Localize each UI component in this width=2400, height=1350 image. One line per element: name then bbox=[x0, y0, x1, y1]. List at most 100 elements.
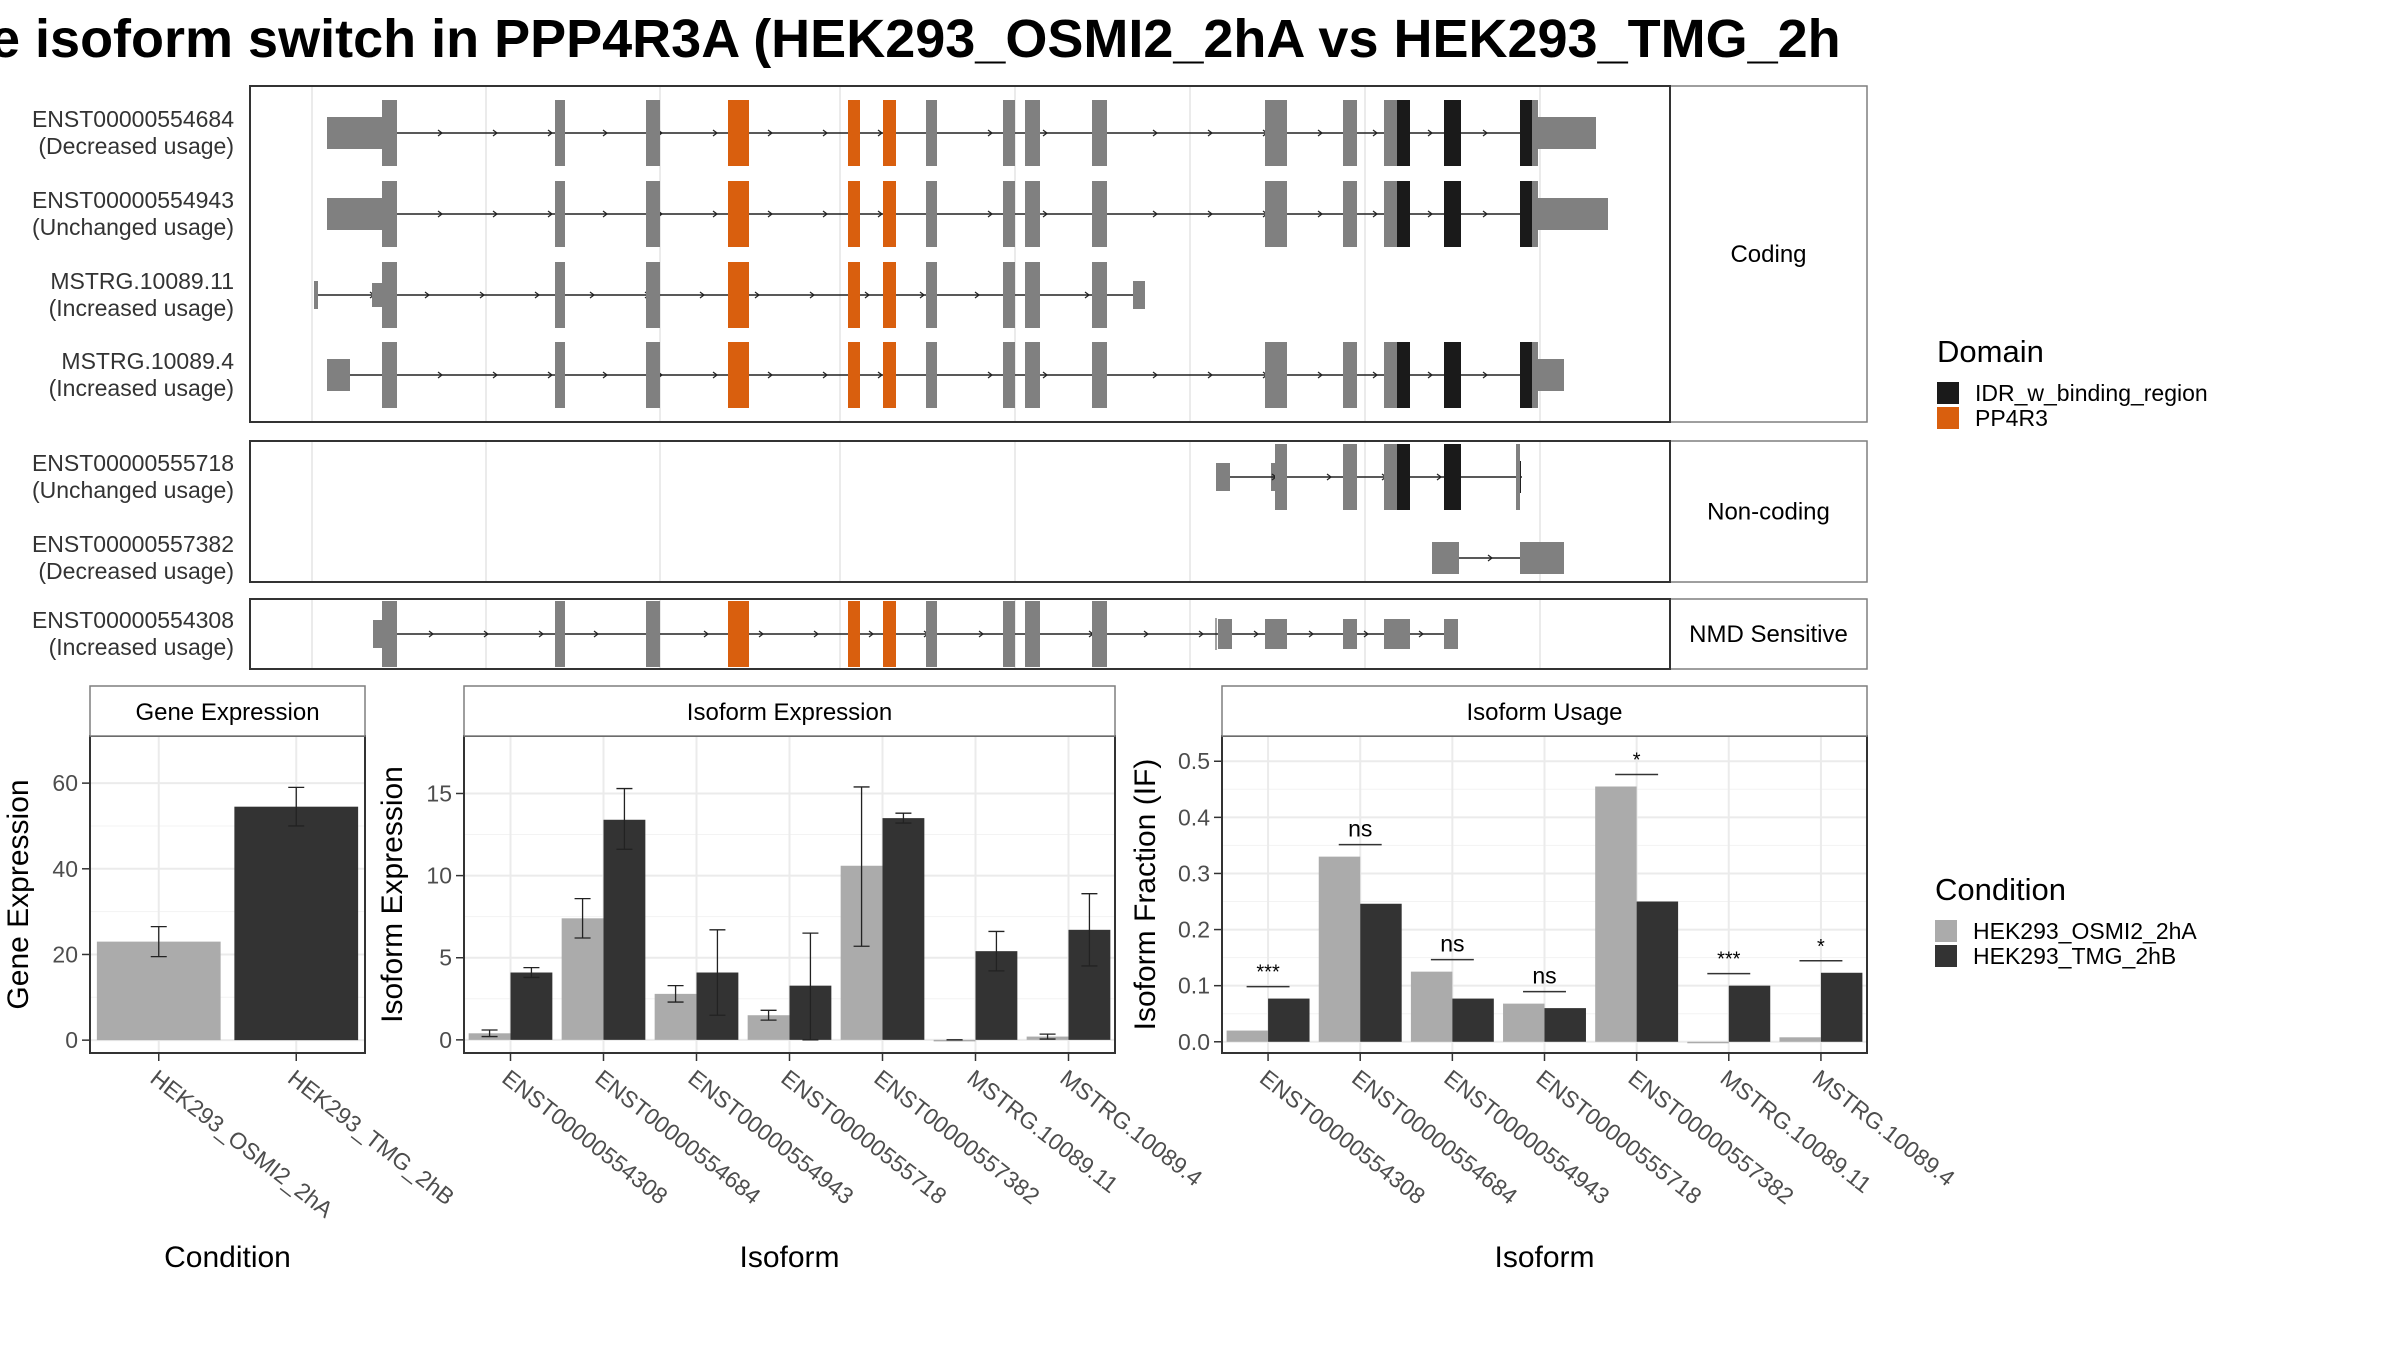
exon bbox=[926, 601, 937, 667]
bar bbox=[933, 1039, 976, 1042]
intron-arrow bbox=[437, 371, 443, 379]
condition-legend-label: HEK293_TMG_2hB bbox=[1973, 943, 2176, 969]
domain-pp4r3-segment bbox=[848, 342, 860, 408]
intron-arrow bbox=[437, 129, 443, 137]
exon bbox=[1265, 100, 1287, 166]
exon bbox=[1343, 342, 1357, 408]
exon bbox=[1343, 444, 1357, 510]
bar bbox=[1779, 1037, 1821, 1042]
intron-arrow bbox=[712, 210, 718, 218]
intron-arrow bbox=[978, 630, 984, 638]
intron-arrow bbox=[547, 129, 553, 137]
error-bar bbox=[853, 786, 870, 947]
error-bar bbox=[523, 966, 540, 979]
exon bbox=[1384, 100, 1397, 166]
transcript-id-label: ENST00000554308 bbox=[32, 607, 234, 633]
intron-arrow bbox=[1207, 129, 1213, 137]
transcript-usage-label: (Increased usage) bbox=[49, 634, 234, 660]
exon bbox=[1025, 262, 1040, 328]
panel-strip bbox=[1669, 85, 1868, 423]
intron-arrow bbox=[868, 630, 874, 638]
domain-pp4r3-segment bbox=[883, 342, 896, 408]
domain-idr-segment bbox=[1520, 100, 1532, 166]
exon bbox=[1532, 181, 1538, 247]
intron-arrow bbox=[1427, 210, 1433, 218]
intron-arrow bbox=[1042, 210, 1048, 218]
structure-panel-border bbox=[249, 85, 1671, 423]
intron-arrow bbox=[492, 371, 498, 379]
exon bbox=[646, 181, 660, 247]
significance-label: * bbox=[1633, 749, 1641, 771]
exon bbox=[1003, 181, 1015, 247]
chart-strip bbox=[89, 685, 366, 737]
intron-arrow bbox=[593, 630, 599, 638]
intron-arrow bbox=[437, 210, 443, 218]
bar bbox=[234, 806, 359, 1041]
error-bar bbox=[988, 930, 1005, 972]
exon bbox=[1384, 444, 1397, 510]
domain-idr-segment bbox=[1444, 444, 1461, 510]
error-bar bbox=[895, 812, 912, 824]
domain-pp4r3-segment bbox=[728, 601, 749, 667]
intron-arrow bbox=[1152, 129, 1158, 137]
utr-exon bbox=[314, 281, 318, 309]
utr-exon bbox=[1538, 117, 1596, 149]
error-bar bbox=[802, 932, 819, 1041]
exon bbox=[1444, 619, 1458, 649]
exon bbox=[382, 601, 397, 667]
x-tick-label: ENST00000554943 bbox=[1439, 1064, 1614, 1209]
intron-arrow bbox=[822, 371, 828, 379]
intron-arrow bbox=[809, 291, 815, 299]
x-tick-label: ENST00000554943 bbox=[683, 1064, 858, 1209]
domain-pp4r3-segment bbox=[848, 100, 860, 166]
intron-arrow bbox=[1253, 630, 1259, 638]
intron-arrow bbox=[813, 630, 819, 638]
exon bbox=[555, 342, 565, 408]
y-tick-label: 15 bbox=[426, 780, 452, 806]
domain-pp4r3-segment bbox=[848, 262, 860, 328]
x-tick-label: ENST00000557382 bbox=[1624, 1064, 1799, 1209]
transcript-id-label: ENST00000554684 bbox=[32, 106, 234, 132]
intron-arrow bbox=[428, 630, 434, 638]
exon bbox=[1516, 444, 1520, 510]
exon bbox=[926, 181, 937, 247]
y-tick-label: 0.1 bbox=[1178, 973, 1210, 999]
transcript-id-label: ENST00000557382 bbox=[32, 531, 234, 557]
intron-arrow bbox=[1152, 371, 1158, 379]
significance-label: *** bbox=[1256, 962, 1280, 984]
intron-arrow bbox=[767, 210, 773, 218]
intron-arrow bbox=[987, 129, 993, 137]
intron-arrow bbox=[987, 371, 993, 379]
domain-legend-label: IDR_w_binding_region bbox=[1975, 380, 2208, 406]
intron-arrow bbox=[1436, 473, 1442, 481]
intron-arrow bbox=[1427, 129, 1433, 137]
transcript-usage-label: (Increased usage) bbox=[49, 295, 234, 321]
utr-exon bbox=[327, 117, 382, 149]
y-tick-label: 0.5 bbox=[1178, 748, 1210, 774]
error-bar bbox=[667, 985, 684, 1003]
exon bbox=[555, 601, 565, 667]
intron-arrow bbox=[534, 291, 540, 299]
intron-arrow bbox=[492, 129, 498, 137]
intron-arrow bbox=[987, 210, 993, 218]
x-tick-label: ENST00000554308 bbox=[497, 1064, 672, 1209]
exon bbox=[1343, 100, 1357, 166]
bar bbox=[882, 818, 925, 1040]
exon bbox=[1343, 619, 1357, 649]
condition-legend-key bbox=[1935, 945, 1957, 967]
exon bbox=[1003, 100, 1015, 166]
bar bbox=[603, 819, 646, 1040]
intron-arrow bbox=[767, 371, 773, 379]
intron-arrow bbox=[483, 630, 489, 638]
exon bbox=[1025, 181, 1040, 247]
utr-exon bbox=[1133, 281, 1145, 309]
intron-arrow bbox=[1487, 554, 1493, 562]
exon bbox=[555, 181, 565, 247]
x-tick-label: MSTRG.10089.11 bbox=[1716, 1064, 1877, 1198]
x-axis-title: Isoform bbox=[739, 1241, 839, 1274]
domain-pp4r3-segment bbox=[728, 100, 749, 166]
exon bbox=[1092, 181, 1107, 247]
domain-idr-segment bbox=[1444, 100, 1461, 166]
y-axis-title: Isoform Expression bbox=[376, 766, 409, 1023]
exon bbox=[1003, 262, 1015, 328]
